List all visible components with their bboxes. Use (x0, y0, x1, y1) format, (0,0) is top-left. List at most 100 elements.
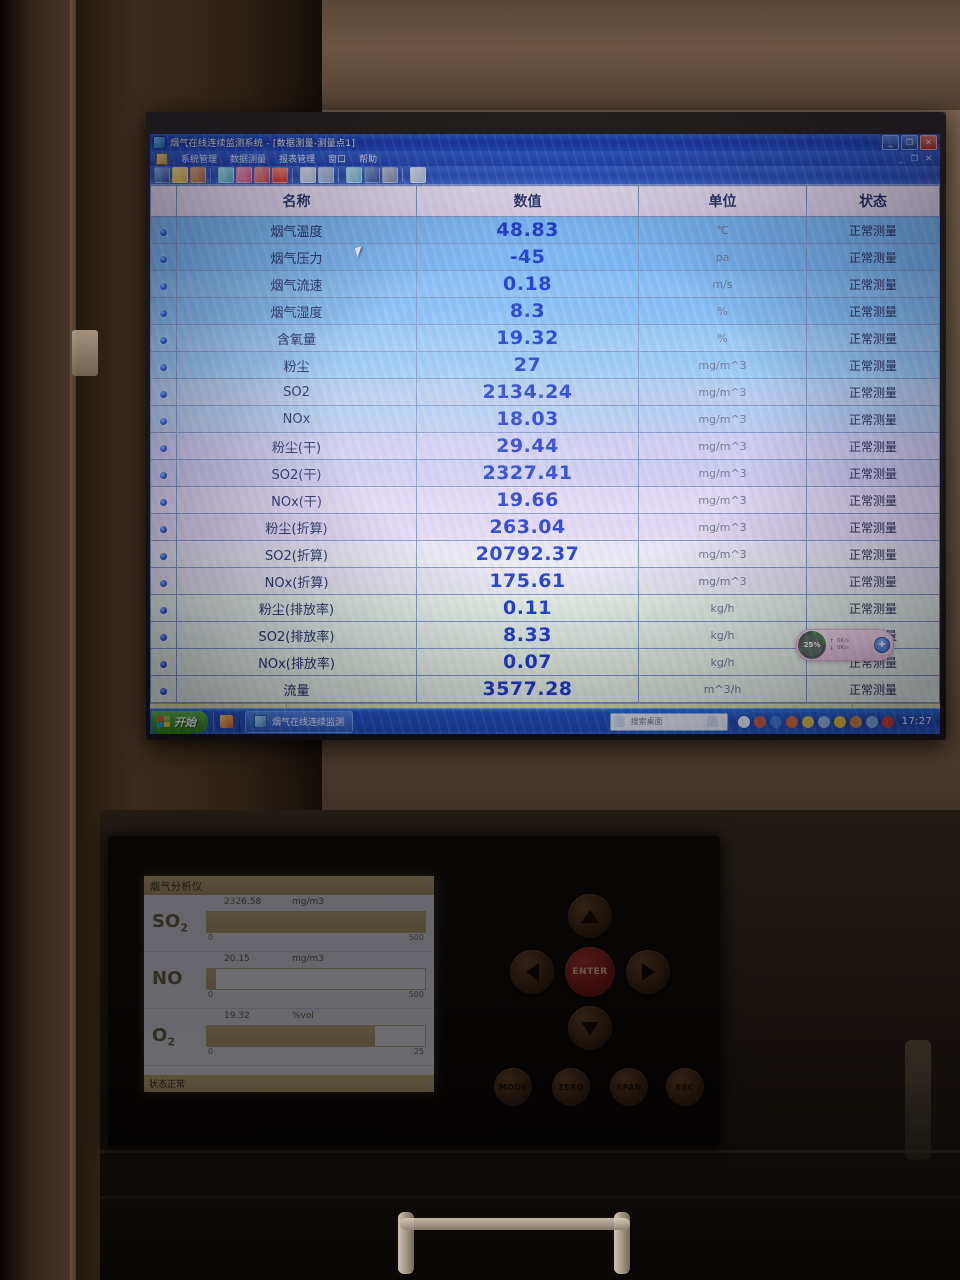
mdi-minimize-button[interactable]: _ (898, 154, 903, 163)
table-row[interactable]: 流量 3577.28 m^3/h 正常测量 (150, 675, 940, 703)
row-radio-icon[interactable] (160, 282, 167, 290)
mdi-child-icon[interactable] (156, 152, 168, 165)
row-radio-icon[interactable] (160, 336, 167, 344)
start-button[interactable]: 开始 (151, 710, 208, 733)
row-radio-icon[interactable] (160, 390, 167, 398)
alert-icon[interactable] (881, 715, 894, 728)
row-radio-icon[interactable] (160, 363, 167, 371)
antivirus-icon[interactable] (753, 715, 766, 728)
span-button[interactable]: SPAN (610, 1068, 648, 1106)
column-header-unit[interactable]: 单位 (638, 185, 807, 217)
table-row[interactable]: 烟气湿度 8.3% 正常测量 (150, 297, 940, 325)
up-button[interactable] (568, 894, 612, 938)
minimize-button[interactable]: _ (882, 135, 899, 150)
desktop-search-box[interactable] (609, 712, 728, 731)
alarm-icon[interactable] (272, 167, 288, 183)
mode-button[interactable]: MODE (494, 1068, 532, 1106)
volume-icon[interactable] (785, 715, 798, 728)
row-radio-icon[interactable] (160, 633, 167, 641)
row-select-cell[interactable] (150, 648, 177, 676)
search-input[interactable] (628, 716, 703, 727)
down-button[interactable] (568, 1006, 612, 1050)
row-select-cell[interactable] (150, 513, 177, 541)
group-icon[interactable] (190, 167, 206, 183)
column-header-name[interactable]: 名称 (176, 185, 417, 217)
row-radio-icon[interactable] (160, 498, 167, 506)
left-button[interactable] (510, 950, 554, 994)
search-icon[interactable] (300, 167, 316, 183)
table-row[interactable]: NOx(干) 19.66 mg/m^3 正常测量 (150, 486, 940, 514)
table-row[interactable]: 粉尘(折算) 263.04 mg/m^3 正常测量 (150, 513, 940, 541)
row-select-cell[interactable] (150, 351, 177, 379)
help-icon[interactable] (410, 167, 426, 183)
esc-button[interactable]: ESC (666, 1068, 704, 1106)
row-radio-icon[interactable] (160, 660, 167, 668)
row-select-cell[interactable] (150, 324, 177, 352)
row-radio-icon[interactable] (160, 552, 167, 560)
export-icon[interactable] (318, 167, 334, 183)
column-header-value[interactable]: 数值 (416, 185, 639, 217)
row-select-cell[interactable] (150, 567, 177, 595)
shield-icon[interactable] (801, 715, 814, 728)
mdi-restore-button[interactable]: ❐ (910, 154, 919, 163)
chart-icon[interactable] (254, 167, 270, 183)
grid-icon[interactable] (236, 167, 252, 183)
row-radio-icon[interactable] (160, 579, 167, 587)
menu-item-measure[interactable]: 数据测量 (230, 155, 267, 165)
user-icon[interactable] (154, 167, 170, 183)
taskbar-item-monitoring-app[interactable]: 烟气在线连续监测 (245, 710, 354, 733)
table-row[interactable]: 烟气流速 0.18 m/s 正常测量 (150, 270, 940, 298)
row-select-cell[interactable] (150, 594, 177, 622)
menu-item-reports[interactable]: 报表管理 (279, 155, 316, 165)
table-row[interactable]: 粉尘(排放率) 0.11 kg/h 正常测量 (150, 594, 940, 622)
restore-button[interactable]: ❐ (901, 135, 918, 150)
row-radio-icon[interactable] (160, 228, 167, 236)
row-radio-icon[interactable] (160, 687, 167, 695)
close-button[interactable]: ✕ (920, 135, 937, 150)
taskbar-clock[interactable]: 17:27 (901, 716, 932, 727)
row-select-cell[interactable] (150, 216, 177, 244)
zero-button[interactable]: ZERO (552, 1068, 590, 1106)
menu-item-window[interactable]: 窗口 (328, 155, 347, 165)
row-select-cell[interactable] (150, 675, 177, 703)
row-radio-icon[interactable] (160, 606, 167, 614)
refresh-icon[interactable] (346, 167, 362, 183)
row-select-cell[interactable] (150, 486, 177, 514)
network-speed-float[interactable]: 25% ↑ 0K/s ↓ 0K/s ✚ (796, 629, 894, 661)
table-row[interactable]: 烟气压力 -45 pa 正常测量 (150, 243, 940, 271)
row-radio-icon[interactable] (160, 255, 167, 263)
row-radio-icon[interactable] (160, 444, 167, 452)
row-select-cell[interactable] (150, 243, 177, 271)
add-icon[interactable] (833, 715, 846, 728)
table-row[interactable]: SO2 2134.24 mg/m^3 正常测量 (150, 378, 940, 406)
network-icon[interactable] (865, 715, 878, 728)
float-expand-button[interactable]: ✚ (874, 637, 890, 653)
row-radio-icon[interactable] (160, 525, 167, 533)
enter-button[interactable]: ENTER (565, 947, 615, 997)
table-row[interactable]: 含氧量 19.32% 正常测量 (150, 324, 940, 352)
table-row[interactable]: SO2(折算) 20792.37 mg/m^3 正常测量 (150, 540, 940, 568)
row-select-cell[interactable] (150, 270, 177, 298)
menu-item-help[interactable]: 帮助 (359, 155, 378, 165)
print-icon[interactable] (382, 167, 398, 183)
row-select-cell[interactable] (150, 432, 177, 460)
row-radio-icon[interactable] (160, 471, 167, 479)
row-select-cell[interactable] (150, 405, 177, 433)
mail-icon[interactable] (769, 715, 782, 728)
row-select-cell[interactable] (150, 540, 177, 568)
row-select-cell[interactable] (150, 378, 177, 406)
table-row[interactable]: NOx(折算) 175.61 mg/m^3 正常测量 (150, 567, 940, 595)
report-icon[interactable] (364, 167, 380, 183)
table-row[interactable]: 烟气温度 48.83 ℃ 正常测量 (150, 216, 940, 244)
table-row[interactable]: 粉尘 27 mg/m^3 正常测量 (150, 351, 940, 379)
right-button[interactable] (626, 950, 670, 994)
measure-icon[interactable] (218, 167, 234, 183)
table-row[interactable]: SO2(干) 2327.41 mg/m^3 正常测量 (150, 459, 940, 487)
messenger-icon[interactable] (737, 715, 750, 728)
update-icon[interactable] (817, 715, 830, 728)
browser-icon[interactable] (220, 715, 233, 728)
search-go-icon[interactable] (706, 716, 718, 727)
row-select-cell[interactable] (150, 459, 177, 487)
menu-item-system[interactable]: 系统管理 (181, 155, 218, 165)
mdi-close-button[interactable]: ✕ (925, 154, 932, 163)
